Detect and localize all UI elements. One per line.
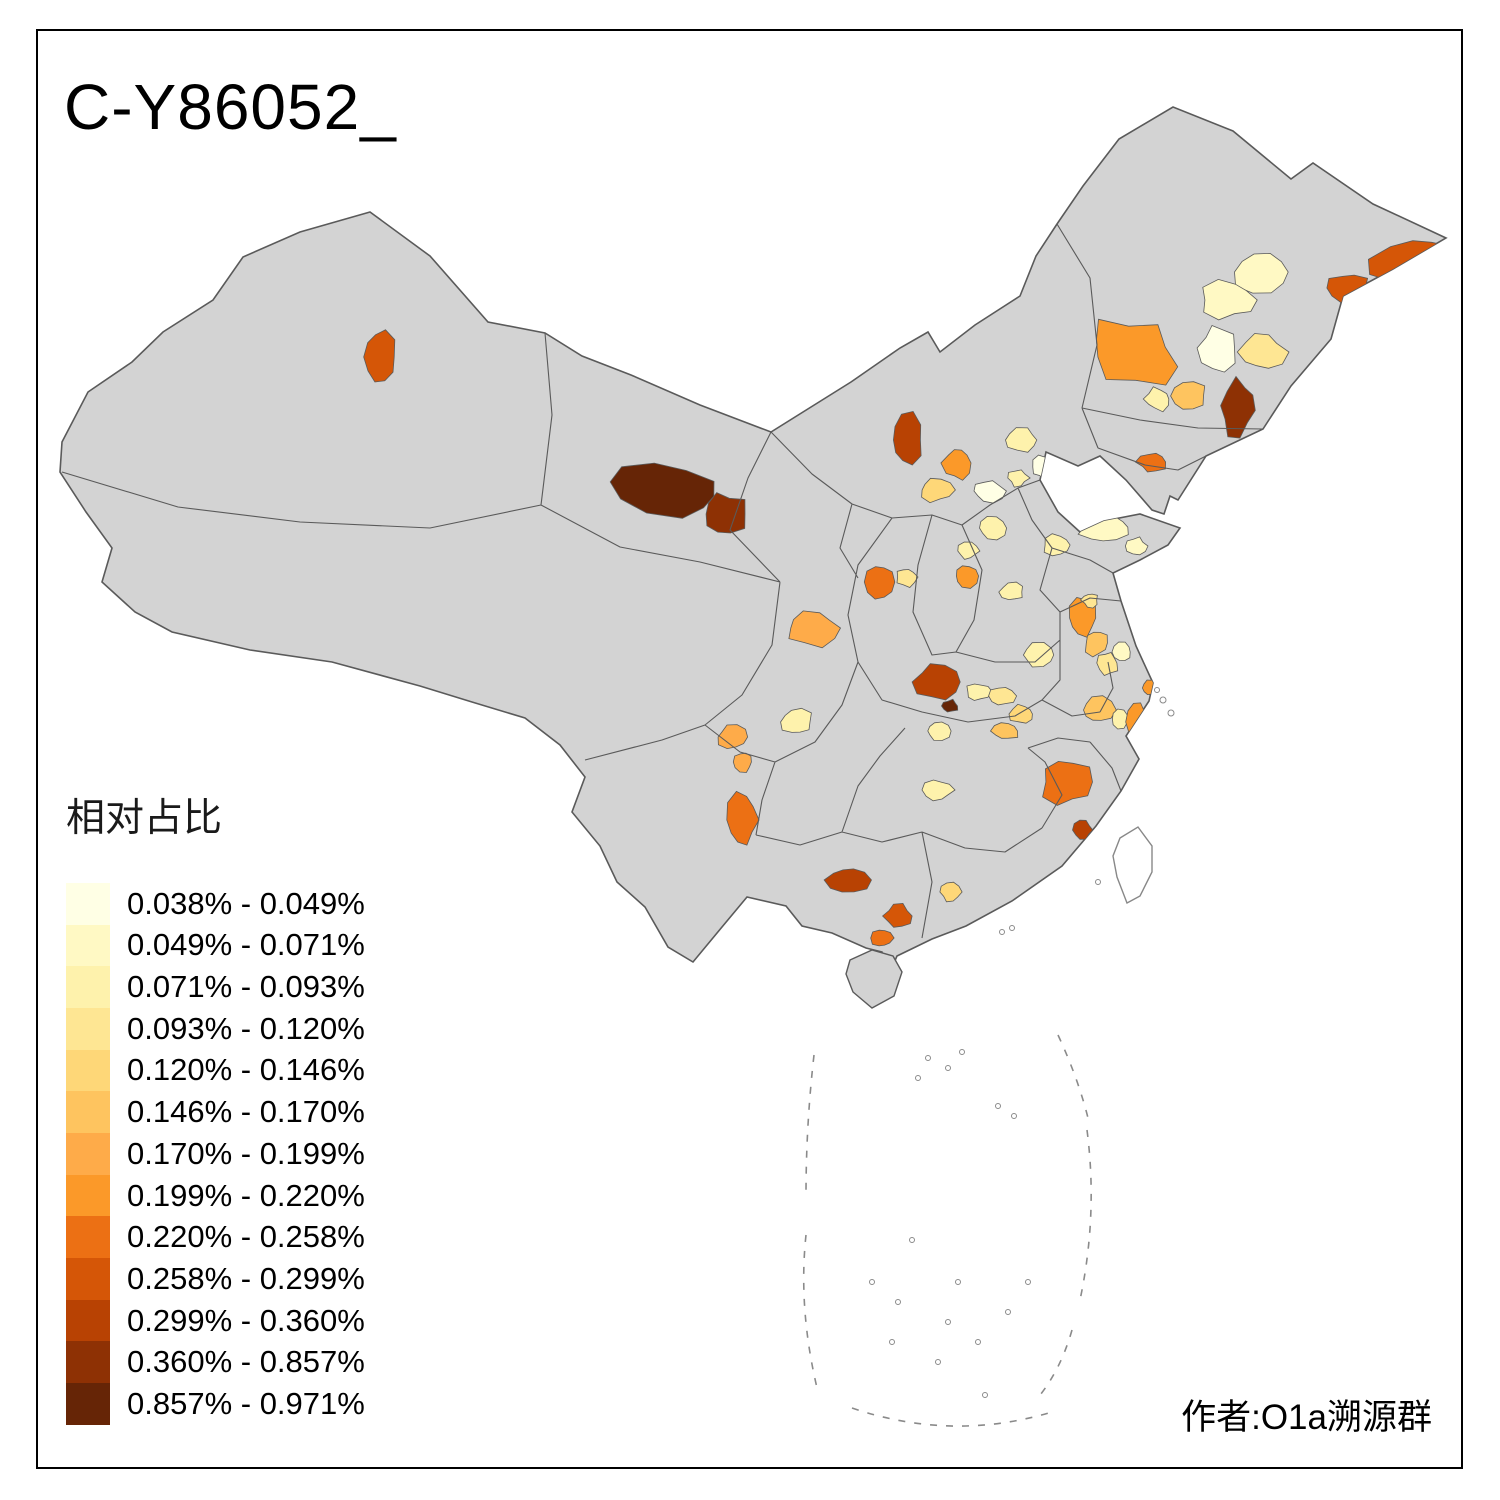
legend-label: 0.299% - 0.360% (127, 1302, 365, 1338)
legend: 相对占比 0.038% - 0.049% 0.049% - 0.071% 0.071… (66, 797, 365, 1425)
map-region (780, 707, 812, 733)
legend-entry: 0.857% - 0.971% (66, 1383, 365, 1425)
map-region (911, 663, 961, 701)
map-region (1096, 652, 1119, 676)
map-region (940, 449, 972, 481)
map-region (1196, 324, 1236, 373)
legend-entry: 0.038% - 0.049% (66, 882, 365, 925)
map-region (1202, 278, 1258, 321)
legend-entry: 0.299% - 0.360% (66, 1299, 365, 1342)
legend-entry: 0.199% - 0.220% (66, 1174, 365, 1217)
legend-entry: 0.093% - 0.120% (66, 1007, 365, 1050)
legend-swatch (66, 1341, 110, 1384)
legend-swatch (66, 1133, 110, 1175)
map-region (870, 929, 895, 947)
map-region (892, 410, 922, 466)
map-region (1234, 252, 1289, 294)
legend-label: 0.258% - 0.299% (127, 1260, 365, 1296)
map-region (1125, 702, 1151, 743)
legend-swatch (66, 1049, 110, 1092)
legend-entry: 0.170% - 0.199% (66, 1133, 365, 1175)
map-region (1079, 593, 1098, 609)
map-region (1007, 469, 1031, 488)
taiwan-island (1112, 826, 1153, 904)
legend-entry: 0.146% - 0.170% (66, 1091, 365, 1134)
map-region (1022, 641, 1055, 668)
map-region (1042, 760, 1093, 806)
legend-entry: 0.360% - 0.857% (66, 1341, 365, 1384)
map-region (955, 565, 980, 589)
legend-title: 相对占比 (66, 797, 223, 840)
hainan-island (845, 949, 903, 1009)
legend-entry: 0.071% - 0.093% (66, 966, 365, 1008)
map-region (705, 492, 746, 534)
map-region (927, 721, 952, 741)
map-region (1005, 427, 1038, 453)
map-region (1043, 533, 1071, 557)
legend-label: 0.120% - 0.146% (127, 1052, 365, 1088)
legend-entry: 0.258% - 0.299% (66, 1258, 365, 1300)
map-region (988, 687, 1018, 706)
legend-label: 0.049% - 0.071% (127, 927, 365, 963)
map-region (998, 581, 1023, 601)
map-region (726, 790, 760, 846)
map-region (1236, 333, 1290, 369)
map-region (921, 779, 956, 802)
map-region (1084, 631, 1108, 658)
map-region (921, 477, 956, 504)
map-region (1142, 386, 1170, 413)
legend-swatch (66, 1007, 110, 1050)
legend-entry: 0.120% - 0.146% (66, 1049, 365, 1092)
map-region (1124, 536, 1149, 556)
legend-entry: 0.049% - 0.071% (66, 924, 365, 967)
map-region (863, 566, 896, 600)
legend-swatch (66, 1091, 110, 1134)
map-region (363, 329, 396, 383)
legend-swatch (66, 1258, 110, 1300)
map-region (979, 515, 1008, 541)
map-region (939, 881, 963, 903)
map-region (896, 569, 919, 588)
map-region (989, 722, 1019, 739)
legend-label: 0.038% - 0.049% (127, 885, 365, 921)
legend-swatch (66, 966, 110, 1008)
map-region (1083, 695, 1117, 721)
legend-swatch (66, 1383, 110, 1425)
map-region (882, 902, 913, 928)
nine-dash-line (802, 1034, 1092, 1427)
colored-prefectures (363, 240, 1446, 947)
legend-swatch (66, 882, 110, 925)
small-islands (869, 687, 1175, 1398)
legend-label: 0.146% - 0.170% (127, 1094, 365, 1130)
legend-swatch (66, 1299, 110, 1342)
legend-entries: 0.038% - 0.049% 0.049% - 0.071% 0.071% - 0… (66, 882, 365, 1425)
legend-label: 0.857% - 0.971% (127, 1385, 365, 1421)
province-borders (61, 223, 1264, 939)
map-region (823, 868, 872, 893)
map-region (609, 462, 715, 519)
legend-swatch (66, 924, 110, 967)
map-region (1170, 381, 1206, 410)
legend-swatch (66, 1174, 110, 1217)
legend-entry: 0.220% - 0.258% (66, 1216, 365, 1259)
map-region (1111, 641, 1131, 662)
legend-swatch (66, 1216, 110, 1259)
map-region (717, 724, 749, 750)
map-region (966, 683, 993, 701)
attribution: 作者:O1a溯源群 (1181, 1398, 1432, 1437)
chart-title: C-Y86052_ (64, 71, 397, 143)
legend-label: 0.220% - 0.258% (127, 1219, 365, 1255)
legend-label: 0.199% - 0.220% (127, 1177, 365, 1213)
map-region (957, 541, 981, 560)
map-region (1220, 375, 1256, 439)
map-region (941, 698, 959, 713)
legend-label: 0.093% - 0.120% (127, 1010, 365, 1046)
legend-label: 0.360% - 0.857% (127, 1344, 365, 1380)
legend-label: 0.170% - 0.199% (127, 1135, 365, 1171)
legend-label: 0.071% - 0.093% (127, 969, 365, 1005)
map-region (1111, 708, 1131, 730)
map-region (788, 610, 842, 649)
